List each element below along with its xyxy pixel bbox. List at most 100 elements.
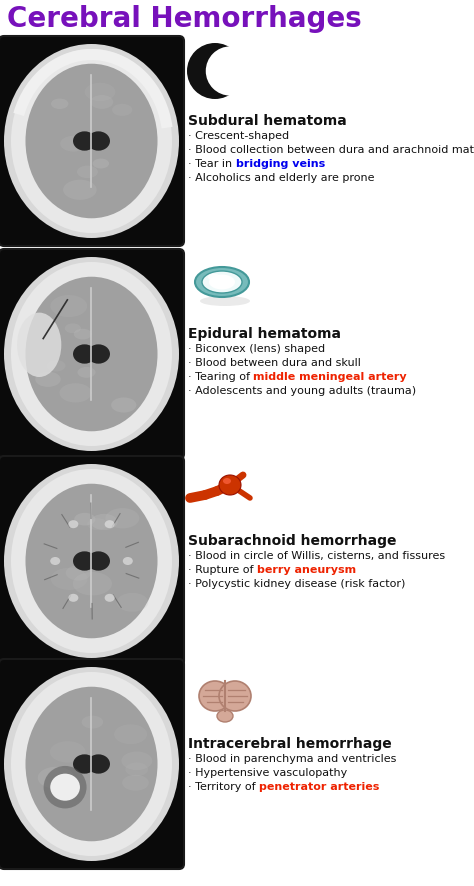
Ellipse shape [87, 518, 108, 531]
Ellipse shape [87, 755, 110, 773]
Ellipse shape [50, 773, 80, 801]
Text: Intracerebral hemorrhage: Intracerebral hemorrhage [188, 736, 392, 750]
Text: · Tear in: · Tear in [188, 159, 236, 169]
Ellipse shape [200, 297, 250, 307]
Text: · Biconvex (lens) shaped: · Biconvex (lens) shaped [188, 344, 325, 354]
Ellipse shape [38, 767, 74, 789]
Ellipse shape [50, 296, 87, 318]
Ellipse shape [111, 398, 137, 413]
Ellipse shape [4, 667, 179, 861]
Ellipse shape [68, 595, 78, 602]
Text: · Adolescents and young adults (trauma): · Adolescents and young adults (trauma) [188, 385, 416, 395]
Ellipse shape [87, 345, 110, 364]
Text: berry aneurysm: berry aneurysm [257, 564, 356, 574]
Ellipse shape [223, 478, 231, 485]
Ellipse shape [4, 464, 179, 658]
FancyBboxPatch shape [0, 659, 184, 869]
Ellipse shape [50, 742, 85, 763]
Ellipse shape [85, 83, 115, 102]
Ellipse shape [35, 372, 61, 387]
Ellipse shape [219, 476, 241, 495]
Ellipse shape [11, 50, 172, 234]
Ellipse shape [60, 136, 87, 152]
Ellipse shape [73, 755, 96, 773]
Ellipse shape [63, 181, 97, 200]
Ellipse shape [26, 277, 157, 431]
Ellipse shape [87, 552, 110, 571]
Ellipse shape [66, 565, 91, 581]
Ellipse shape [105, 595, 115, 602]
Ellipse shape [11, 672, 172, 856]
Ellipse shape [60, 384, 91, 403]
Text: Cerebral Hemorrhages: Cerebral Hemorrhages [7, 5, 362, 33]
Text: · Alcoholics and elderly are prone: · Alcoholics and elderly are prone [188, 173, 374, 183]
Ellipse shape [26, 687, 157, 842]
Ellipse shape [26, 484, 157, 639]
Ellipse shape [202, 272, 242, 293]
Text: · Rupture of: · Rupture of [188, 564, 257, 574]
FancyBboxPatch shape [0, 250, 184, 460]
Ellipse shape [11, 263, 172, 447]
Ellipse shape [73, 345, 96, 364]
Ellipse shape [114, 725, 147, 744]
Text: · Hypertensive vasculopathy: · Hypertensive vasculopathy [188, 767, 347, 777]
Text: penetrator arteries: penetrator arteries [259, 781, 380, 791]
Ellipse shape [122, 775, 149, 791]
Ellipse shape [123, 557, 133, 565]
Circle shape [187, 44, 243, 100]
Ellipse shape [4, 45, 179, 238]
Text: · Blood in circle of Willis, cisterns, and fissures: · Blood in circle of Willis, cisterns, a… [188, 550, 445, 560]
Ellipse shape [125, 763, 148, 776]
Ellipse shape [217, 711, 233, 722]
Ellipse shape [199, 681, 231, 711]
Text: Subdural hematoma: Subdural hematoma [188, 114, 347, 128]
Ellipse shape [92, 159, 109, 169]
Ellipse shape [11, 470, 172, 653]
Ellipse shape [106, 509, 139, 529]
Ellipse shape [77, 368, 95, 378]
FancyBboxPatch shape [0, 456, 184, 666]
Text: · Territory of: · Territory of [188, 781, 259, 791]
Text: · Blood between dura and skull: · Blood between dura and skull [188, 358, 361, 368]
Circle shape [206, 47, 255, 97]
Text: bridging veins: bridging veins [236, 159, 325, 169]
Ellipse shape [117, 594, 148, 612]
Ellipse shape [105, 521, 115, 529]
Ellipse shape [208, 274, 220, 281]
Ellipse shape [87, 132, 110, 152]
Ellipse shape [121, 751, 152, 770]
Ellipse shape [112, 105, 132, 117]
Ellipse shape [44, 766, 87, 809]
Text: · Tearing of: · Tearing of [188, 371, 254, 382]
Ellipse shape [209, 276, 235, 291]
Text: · Blood in parenchyma and ventricles: · Blood in parenchyma and ventricles [188, 753, 396, 763]
Ellipse shape [51, 568, 88, 590]
Ellipse shape [4, 258, 179, 452]
Ellipse shape [78, 756, 95, 766]
Ellipse shape [51, 99, 68, 110]
Ellipse shape [68, 521, 78, 529]
Ellipse shape [74, 513, 95, 526]
Ellipse shape [77, 167, 98, 179]
Ellipse shape [17, 314, 61, 377]
Ellipse shape [91, 96, 113, 110]
Ellipse shape [50, 557, 60, 565]
Ellipse shape [26, 65, 157, 219]
Ellipse shape [74, 330, 91, 340]
Text: · Crescent-shaped: · Crescent-shaped [188, 131, 289, 141]
Ellipse shape [195, 268, 249, 298]
Text: · Polycystic kidney disease (risk factor): · Polycystic kidney disease (risk factor… [188, 579, 405, 588]
Ellipse shape [73, 552, 96, 571]
Ellipse shape [82, 716, 103, 728]
FancyBboxPatch shape [0, 37, 184, 246]
Ellipse shape [46, 361, 65, 372]
Ellipse shape [91, 514, 118, 531]
Ellipse shape [219, 681, 251, 711]
Ellipse shape [73, 572, 112, 595]
Text: middle meningeal artery: middle meningeal artery [254, 371, 407, 382]
Ellipse shape [65, 324, 81, 334]
Text: Epidural hematoma: Epidural hematoma [188, 327, 341, 340]
Text: · Blood collection between dura and arachnoid matter: · Blood collection between dura and arac… [188, 144, 474, 155]
Ellipse shape [73, 132, 96, 152]
Text: Subarachnoid hemorrhage: Subarachnoid hemorrhage [188, 533, 396, 548]
